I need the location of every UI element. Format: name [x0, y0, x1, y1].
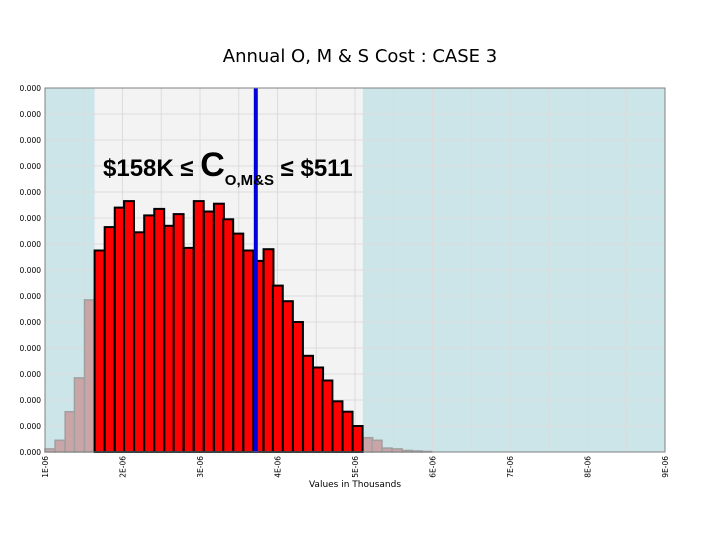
histogram-bar-in-range — [321, 379, 334, 453]
y-tick-label: 0.000 — [20, 240, 42, 249]
y-tick-label: 0.000 — [20, 214, 42, 223]
y-tick-label: 0.000 — [20, 422, 42, 431]
histogram-bar-in-range — [123, 200, 135, 453]
histogram-bar-in-range — [242, 249, 255, 453]
x-tick-label: 6E-06 — [429, 456, 438, 478]
y-tick-label: 0.000 — [20, 318, 42, 327]
histogram-bar-in-range — [202, 210, 215, 453]
histogram-bar-in-range — [172, 213, 185, 453]
histogram-bar-in-range — [93, 249, 106, 453]
histogram-bar-in-range — [143, 214, 156, 453]
y-tick-label: 0.000 — [20, 292, 42, 301]
x-tick-label: 7E-06 — [506, 456, 515, 478]
y-tick-label: 0.000 — [20, 344, 42, 353]
y-axis-tick-labels: 0.000 0.000 0.000 0.000 0.000 0.000 0.000 0.000… — [20, 84, 42, 457]
plot-border — [44, 87, 666, 453]
y-tick-label: 0.000 — [20, 396, 42, 405]
y-tick-label: 0.000 — [20, 162, 42, 171]
histogram-bar-in-range — [341, 410, 354, 454]
histogram-bar-in-range — [292, 321, 304, 453]
y-tick-label: 0.000 — [20, 188, 42, 197]
histogram-bar-in-range — [222, 218, 235, 453]
y-tick-label: 0.000 — [20, 370, 42, 379]
annotation-subscript: O,M&S — [224, 172, 274, 189]
histogram-bar-in-range — [103, 226, 116, 453]
y-tick-label: 0.000 — [20, 266, 42, 275]
range-annotation: $158K ≤ CO,M&S ≤ $511 — [103, 146, 353, 189]
y-tick-label: 0.000 — [20, 84, 42, 93]
y-tick-label: 0.000 — [20, 448, 42, 457]
x-tick-label: 5E-06 — [351, 456, 360, 478]
annotation-symbol: C — [200, 146, 225, 184]
histogram-bar-out-of-range — [381, 447, 393, 453]
histogram-bar-out-of-range — [54, 439, 66, 453]
chart-title: Annual O, M & S Cost : CASE 3 — [222, 46, 498, 67]
histogram-bar-in-range — [232, 232, 245, 453]
x-axis-tick-labels: 1E-06 2E-06 3E-06 4E-06 5E-06 6E-06 7E-06 8E-06… — [41, 456, 670, 478]
annotation-prefix: $158K ≤ — [103, 155, 201, 182]
histogram-bar-in-range — [331, 400, 344, 453]
histogram-bar-out-of-range — [362, 436, 374, 453]
histogram-bar-out-of-range — [64, 410, 76, 453]
histogram-bar-in-range — [182, 246, 195, 453]
histogram-bar-out-of-range — [83, 299, 96, 453]
histogram-bar-in-range — [351, 425, 364, 453]
histogram-bar-in-range — [133, 231, 146, 453]
histogram-bar-out-of-range — [371, 439, 383, 453]
x-tick-label: 9E-06 — [661, 456, 670, 478]
histogram-bar-in-range — [302, 354, 314, 453]
histogram-bar-out-of-range — [73, 377, 86, 453]
y-tick-label: 0.000 — [20, 136, 42, 145]
histogram-bar-in-range — [192, 200, 205, 453]
x-axis-label: Values in Thousands — [309, 480, 401, 490]
inside-range-bars — [93, 200, 364, 454]
histogram-bar-in-range — [153, 207, 166, 453]
histogram-bar-in-range — [281, 300, 294, 454]
x-tick-label: 2E-06 — [119, 456, 128, 478]
histogram-bar-in-range — [271, 284, 284, 453]
annotation-suffix: ≤ $511 — [273, 155, 353, 182]
x-tick-label: 4E-06 — [274, 456, 283, 478]
y-tick-label: 0.000 — [20, 110, 42, 119]
x-tick-label: 1E-06 — [41, 456, 50, 478]
x-tick-label: 3E-06 — [196, 456, 205, 478]
x-tick-label: 8E-06 — [584, 456, 593, 478]
